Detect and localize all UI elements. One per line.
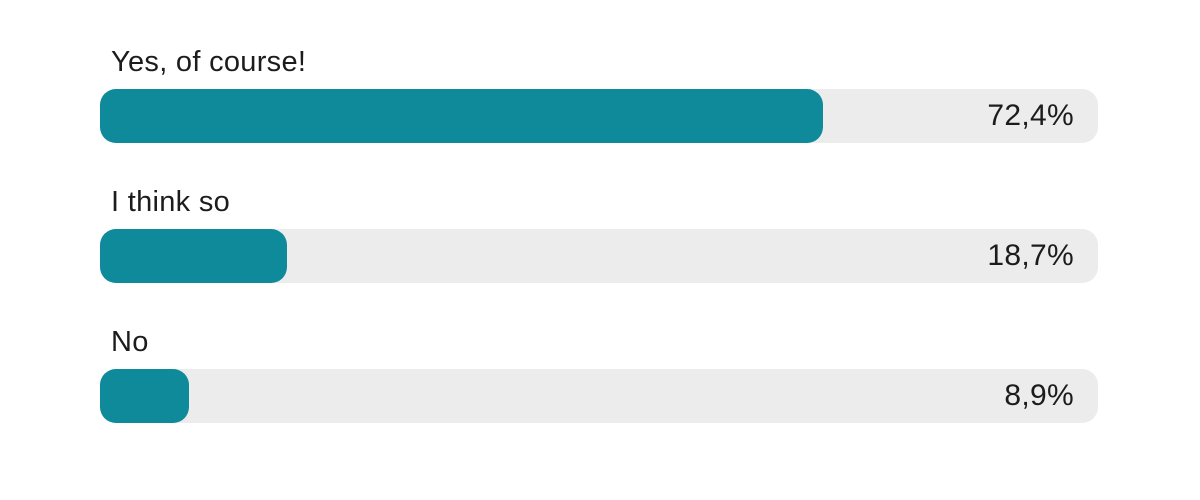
bar-row-no: No 8,9% [100, 325, 1098, 423]
category-label-no: No [111, 326, 149, 358]
bar-row-yes: Yes, of course! 72,4% [100, 45, 1098, 143]
category-label-think-so: I think so [111, 186, 231, 218]
bar-track-yes: 72,4% [100, 89, 1098, 143]
value-label-no: 8,9% [1004, 379, 1074, 412]
value-label-yes: 72,4% [987, 99, 1074, 132]
bar-fill-yes [100, 89, 823, 143]
category-label-yes: Yes, of course! [111, 46, 307, 78]
bar-fill-think-so [100, 229, 287, 283]
bar-track-think-so: 18,7% [100, 229, 1098, 283]
value-label-think-so: 18,7% [987, 239, 1074, 272]
bar-fill-no [100, 369, 189, 423]
poll-bar-chart: Yes, of course! 72,4% I think so 18,7% N… [100, 45, 1098, 423]
bar-row-think-so: I think so 18,7% [100, 185, 1098, 283]
bar-track-no: 8,9% [100, 369, 1098, 423]
